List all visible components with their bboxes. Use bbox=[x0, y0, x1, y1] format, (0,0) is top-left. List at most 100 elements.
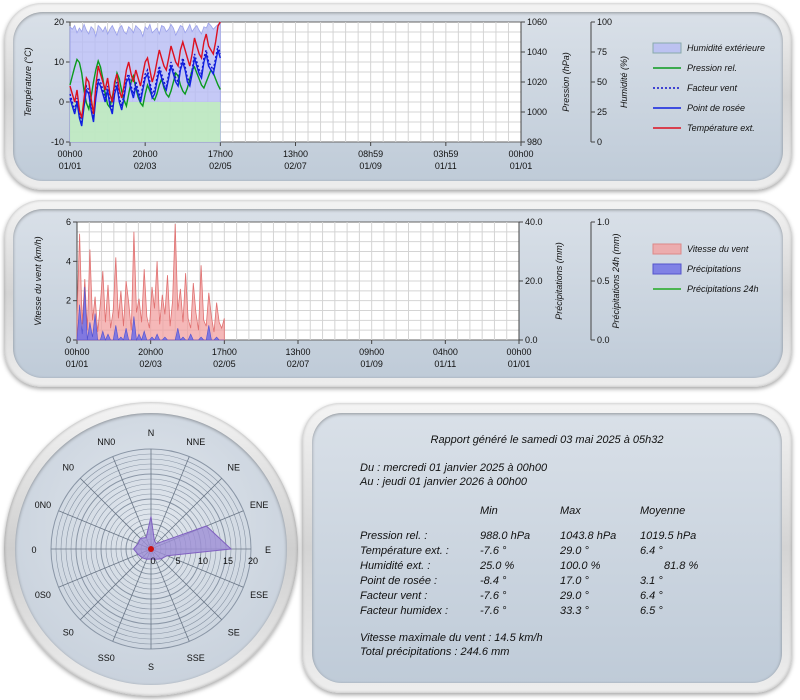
x-tick-time: 13h00 bbox=[283, 149, 308, 159]
y-right1-tick-label: 1060 bbox=[527, 17, 547, 27]
y-left-tick-label: 2 bbox=[66, 296, 71, 306]
x-tick-date: 01/01 bbox=[508, 359, 531, 369]
dewpoint-line bbox=[69, 49, 221, 127]
windchill-line bbox=[69, 45, 221, 123]
y-left-tick-label: -10 bbox=[51, 137, 64, 147]
x-tick-date: 01/11 bbox=[434, 359, 456, 369]
report-max-cell: 1043.8 hPa bbox=[560, 530, 617, 542]
y-right2-tick-label: 100 bbox=[597, 17, 612, 27]
legend-swatch bbox=[652, 263, 682, 275]
rose-direction-label: E bbox=[265, 545, 271, 555]
y-left-tick-label: 0 bbox=[66, 335, 71, 345]
report-min-cell: 988.0 hPa bbox=[480, 530, 531, 542]
rose-direction-label: NE bbox=[227, 462, 240, 472]
wind-rose-panel: N NNE NE ENE E ESE SE SSE S SS0 S0 0S0 0 0N0 N0 NN0 0 5 10… bbox=[4, 402, 298, 696]
legend-label: Pression rel. bbox=[687, 63, 737, 73]
rose-spoke bbox=[112, 548, 152, 642]
wind-area bbox=[76, 223, 225, 341]
y-right2-tick-label: 50 bbox=[597, 77, 607, 87]
rose-radial-tick: 15 bbox=[223, 556, 233, 566]
rose-spoke bbox=[80, 478, 152, 550]
x-tick-date: 01/09 bbox=[359, 161, 382, 171]
y-left-label: Température (°C) bbox=[23, 47, 33, 116]
rose-direction-label: NNE bbox=[186, 437, 205, 447]
x-tick-time: 03h59 bbox=[433, 149, 458, 159]
rose-radial-tick: 5 bbox=[175, 556, 180, 566]
report-min-cell: -8.4 ° bbox=[480, 575, 507, 587]
x-tick-date: 01/01 bbox=[59, 161, 82, 171]
report-avg-cell: 6.5 ° bbox=[640, 605, 663, 617]
rose-direction-label: SS0 bbox=[98, 653, 115, 663]
x-tick-time: 17h00 bbox=[208, 149, 233, 159]
rose-direction-label: 0 bbox=[31, 545, 36, 555]
x-tick-date: 01/01 bbox=[66, 359, 89, 369]
rose-data-polygon bbox=[132, 516, 233, 560]
report-label-cell: Pression rel. : bbox=[360, 530, 428, 542]
legend-label: Facteur vent bbox=[687, 83, 738, 93]
y-left-tick-label: 0 bbox=[59, 97, 64, 107]
x-tick-time: 00h00 bbox=[57, 149, 82, 159]
rose-radial-tick: 0 bbox=[150, 556, 155, 566]
legend-label: Point de rosée bbox=[687, 103, 745, 113]
y-left-tick-label: 10 bbox=[54, 57, 64, 67]
report-max-cell: 100.0 % bbox=[560, 560, 601, 572]
wind-rose-chart: N NNE NE ENE E ESE SE SSE S SS0 S0 0S0 0 0N0 N0 NN0 0 5 10… bbox=[31, 428, 271, 672]
rose-spoke bbox=[58, 510, 152, 550]
legend-label: Précipitations bbox=[687, 264, 742, 274]
header-min: Min bbox=[480, 505, 498, 517]
report-avg-cell: 81.8 % bbox=[664, 560, 699, 572]
report-label-cell: Point de rosée : bbox=[360, 575, 438, 587]
rose-direction-label: N0 bbox=[63, 462, 75, 472]
pressure-line bbox=[69, 58, 221, 112]
report-max-cell: 29.0 ° bbox=[560, 545, 589, 557]
y-right1-tick-label: 0.0 bbox=[525, 335, 538, 345]
rose-spoke bbox=[150, 548, 190, 642]
report-min-cell: 25.0 % bbox=[480, 560, 515, 572]
x-tick-date: 01/11 bbox=[435, 161, 457, 171]
rose-direction-label: ESE bbox=[250, 590, 268, 600]
legend-swatch bbox=[652, 42, 682, 54]
x-tick-date: 01/09 bbox=[360, 359, 383, 369]
x-tick-time: 17h00 bbox=[212, 347, 237, 357]
rose-radial-tick: 10 bbox=[198, 556, 208, 566]
x-tick-date: 02/05 bbox=[209, 161, 232, 171]
rose-direction-label: N bbox=[148, 428, 155, 438]
x-tick-time: 09h00 bbox=[359, 347, 384, 357]
report-max-wind: Vitesse maximale du vent : 14.5 km/h bbox=[360, 632, 543, 644]
rose-direction-label: SE bbox=[228, 628, 240, 638]
y-right1-tick-label: 1000 bbox=[527, 107, 547, 117]
x-tick-date: 02/07 bbox=[284, 161, 307, 171]
rose-direction-label: SSE bbox=[187, 653, 205, 663]
rose-radial-tick: 20 bbox=[248, 556, 258, 566]
x-tick-time: 20h00 bbox=[133, 149, 158, 159]
y-left-tick-label: 4 bbox=[66, 256, 71, 266]
legend-swatch bbox=[652, 243, 682, 255]
rose-spoke bbox=[58, 548, 152, 588]
report-max-cell: 29.0 ° bbox=[560, 590, 589, 602]
y-right1-label: Précipitations (mm) bbox=[554, 242, 564, 320]
report-to: Au : jeudi 01 janvier 2026 à 00h00 bbox=[360, 476, 527, 488]
temperature-chart: 00h00 01/01 20h00 02/03 17h00 02/05 13h00 02/07… bbox=[23, 17, 765, 171]
report-avg-cell: 6.4 ° bbox=[640, 545, 663, 557]
y-right2-tick-label: 75 bbox=[597, 47, 607, 57]
y-right2-label: Humidité (%) bbox=[619, 56, 629, 108]
report-min-cell: -7.6 ° bbox=[480, 545, 507, 557]
rose-direction-label: NN0 bbox=[97, 437, 115, 447]
rose-spoke bbox=[150, 456, 190, 550]
report-avg-cell: 6.4 ° bbox=[640, 590, 663, 602]
rose-center-dot bbox=[148, 546, 154, 552]
y-right1-tick-label: 980 bbox=[527, 137, 542, 147]
legend-label: Humidité extérieure bbox=[687, 43, 765, 53]
y-left-label: Vitesse du vent (km/h) bbox=[33, 236, 43, 325]
y-right1-tick-label: 40.0 bbox=[525, 217, 543, 227]
header-avg: Moyenne bbox=[640, 505, 686, 517]
x-tick-time: 00h00 bbox=[506, 347, 531, 357]
report-from: Du : mercredi 01 janvier 2025 à 00h00 bbox=[360, 462, 548, 474]
legend-label: Température ext. bbox=[687, 123, 755, 133]
y-right2-label: Précipitations 24h (mm) bbox=[611, 233, 621, 328]
x-tick-date: 02/03 bbox=[139, 359, 162, 369]
report-label-cell: Humidité ext. : bbox=[360, 560, 431, 572]
report-label-cell: Facteur vent : bbox=[360, 590, 428, 602]
y-left-tick-label: 6 bbox=[66, 217, 71, 227]
y-right1-tick-label: 1040 bbox=[527, 47, 547, 57]
